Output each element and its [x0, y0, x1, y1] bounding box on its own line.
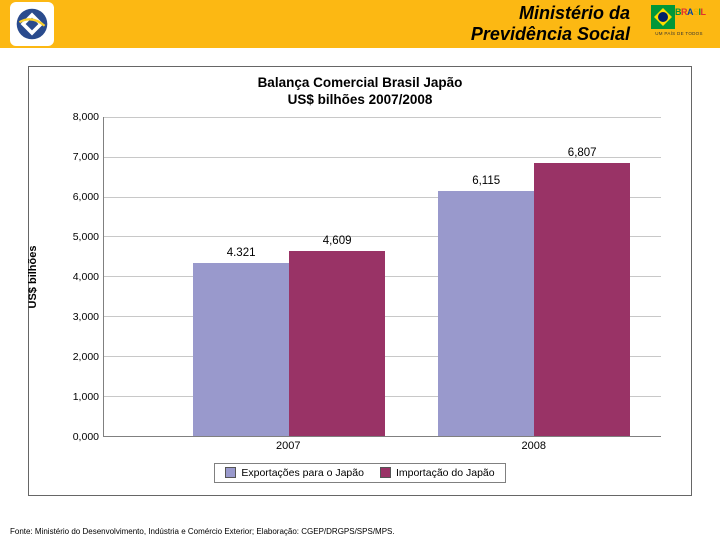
y-tick: 2,000	[73, 351, 99, 363]
chart-title-line2: US$ bilhões 2007/2008	[288, 92, 433, 107]
y-tick: 3,000	[73, 311, 99, 323]
bar: 4,609	[289, 251, 385, 435]
legend-swatch	[225, 467, 236, 478]
x-tick: 2008	[522, 440, 546, 452]
brasil-tagline: UM PAÍS DE TODOS	[655, 31, 703, 36]
y-axis: 0,0001,0002,0003,0004,0005,0006,0007,000…	[53, 117, 103, 437]
y-tick: 4,000	[73, 271, 99, 283]
y-tick: 0,000	[73, 431, 99, 443]
bar-value-label: 4,609	[323, 235, 352, 247]
bar-value-label: 4.321	[227, 247, 256, 259]
bar: 6,807	[534, 163, 630, 435]
bar-group: 4.3214,609	[193, 251, 385, 435]
bar: 6,115	[438, 191, 534, 436]
chart-title: Balança Comercial Brasil Japão US$ bilhõ…	[39, 75, 681, 109]
source-footnote: Fonte: Ministério do Desenvolvimento, In…	[10, 527, 395, 536]
y-tick: 5,000	[73, 231, 99, 243]
y-tick: 7,000	[73, 151, 99, 163]
chart-title-line1: Balança Comercial Brasil Japão	[258, 75, 463, 90]
brasil-logo-icon: BRASIL UM PAÍS DE TODOS	[646, 4, 712, 44]
bar-value-label: 6,115	[472, 175, 500, 187]
bars-area: 4.3214,6096,1156,807	[103, 117, 661, 437]
header-title-line2: Previdência Social	[471, 24, 630, 44]
chart-container: Balança Comercial Brasil Japão US$ bilhõ…	[28, 66, 692, 496]
bar: 4.321	[193, 263, 289, 436]
y-tick: 6,000	[73, 191, 99, 203]
x-axis: 2007 2008	[103, 437, 661, 455]
bar-value-label: 6,807	[568, 147, 597, 159]
header-title-line1: Ministério da	[519, 3, 630, 23]
legend-swatch	[380, 467, 391, 478]
legend-item: Exportações para o Japão	[225, 467, 364, 479]
header-title: Ministério da Previdência Social	[54, 3, 710, 44]
legend-label: Importação do Japão	[396, 467, 495, 479]
y-tick: 8,000	[73, 111, 99, 123]
legend-item: Importação do Japão	[380, 467, 495, 479]
ministry-logo-icon	[10, 2, 54, 46]
legend: Exportações para o Japão Importação do Ja…	[214, 463, 505, 483]
legend-label: Exportações para o Japão	[241, 467, 364, 479]
x-tick: 2007	[276, 440, 300, 452]
header-bar: Ministério da Previdência Social BRASIL …	[0, 0, 720, 48]
y-tick: 1,000	[73, 391, 99, 403]
bar-group: 6,1156,807	[438, 163, 630, 435]
plot-area: US$ bilhões 0,0001,0002,0003,0004,0005,0…	[39, 117, 681, 437]
gridline	[104, 117, 661, 118]
y-axis-label: US$ bilhões	[27, 245, 39, 308]
